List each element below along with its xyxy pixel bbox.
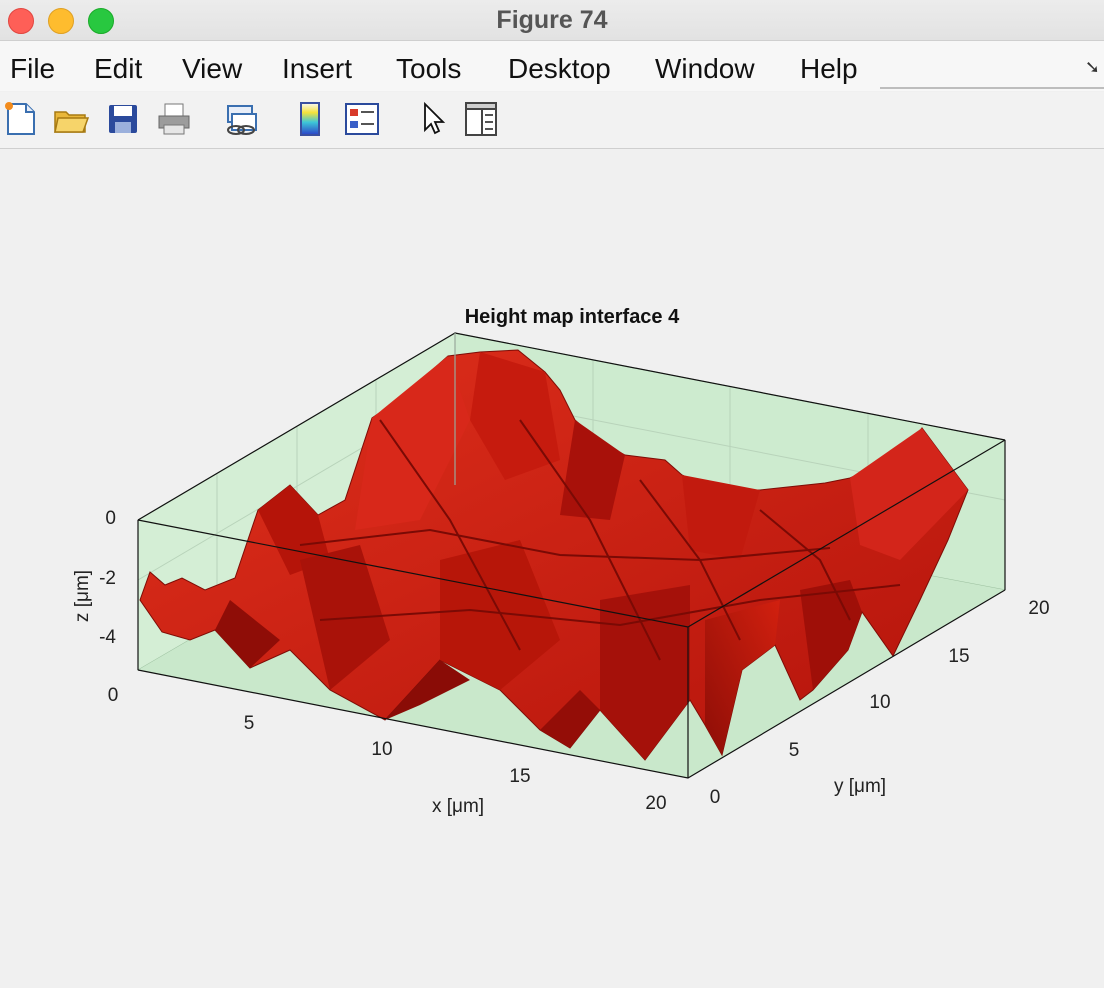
menu-edit[interactable]: Edit xyxy=(94,53,143,84)
chart-title: Height map interface 4 xyxy=(465,306,680,328)
x-tick-label: 0 xyxy=(108,685,119,706)
menu-insert[interactable]: Insert xyxy=(282,53,353,84)
y-tick-label: 0 xyxy=(710,787,721,808)
x-axis-label: x [μm] xyxy=(432,796,484,817)
toolbar xyxy=(0,92,1104,149)
menu-help[interactable]: Help xyxy=(800,53,858,84)
colorbar-icon[interactable] xyxy=(292,100,330,138)
menu-divider xyxy=(880,87,1104,89)
menu-view[interactable]: View xyxy=(182,53,243,84)
z-tick-label: 0 xyxy=(105,508,116,529)
menu-bar: File Edit View Insert Tools Desktop Wind… xyxy=(0,41,1104,91)
z-axis-label: z [μm] xyxy=(72,570,93,622)
y-tick-label: 5 xyxy=(789,740,800,761)
pointer-icon[interactable] xyxy=(414,100,452,138)
property-inspector-icon[interactable] xyxy=(462,100,500,138)
menu-tools[interactable]: Tools xyxy=(396,53,462,84)
menu-window[interactable]: Window xyxy=(655,53,755,84)
new-figure-icon[interactable] xyxy=(2,100,40,138)
y-tick-label: 15 xyxy=(948,646,969,667)
zoom-window-button[interactable] xyxy=(88,8,114,34)
y-axis-label: y [μm] xyxy=(834,776,886,797)
window-title-bar: Figure 74 xyxy=(0,0,1104,41)
menu-desktop[interactable]: Desktop xyxy=(508,53,611,84)
save-icon[interactable] xyxy=(104,100,142,138)
link-icon[interactable] xyxy=(222,100,260,138)
print-icon[interactable] xyxy=(155,100,193,138)
legend-icon[interactable] xyxy=(343,100,381,138)
open-file-icon[interactable] xyxy=(52,100,90,138)
surface xyxy=(139,349,969,761)
minimize-window-button[interactable] xyxy=(48,8,74,34)
x-tick-label: 15 xyxy=(509,766,530,787)
x-tick-label: 5 xyxy=(244,713,255,734)
close-window-button[interactable] xyxy=(8,8,34,34)
menu-file[interactable]: File xyxy=(10,53,56,84)
x-tick-label: 20 xyxy=(645,793,666,814)
menu-overflow-icon[interactable]: ➘ xyxy=(1084,57,1100,77)
window-title: Figure 74 xyxy=(496,6,608,34)
x-tick-label: 10 xyxy=(371,739,392,760)
y-tick-label: 10 xyxy=(869,692,890,713)
z-tick-label: -2 xyxy=(99,568,116,589)
figure-canvas[interactable]: Height map interface 4 0 -2 -4 z [μm] 0 … xyxy=(0,149,1104,983)
z-tick-label: -4 xyxy=(99,627,116,648)
y-tick-label: 20 xyxy=(1028,598,1049,619)
axes-box xyxy=(137,332,1006,779)
surface-plot[interactable]: Height map interface 4 0 -2 -4 z [μm] 0 … xyxy=(0,149,1104,983)
